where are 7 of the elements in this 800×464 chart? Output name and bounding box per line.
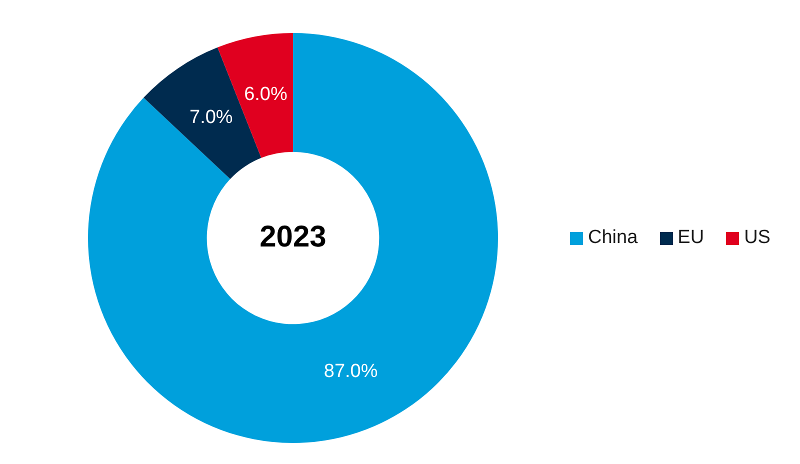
legend-label: EU [678, 227, 704, 249]
legend-label: China [588, 227, 638, 249]
data-label: 87.0% [324, 360, 378, 382]
legend-label: US [744, 227, 770, 249]
data-label: 6.0% [244, 84, 288, 106]
text: 2023 [260, 220, 326, 254]
data-label: 7.0% [190, 106, 233, 128]
